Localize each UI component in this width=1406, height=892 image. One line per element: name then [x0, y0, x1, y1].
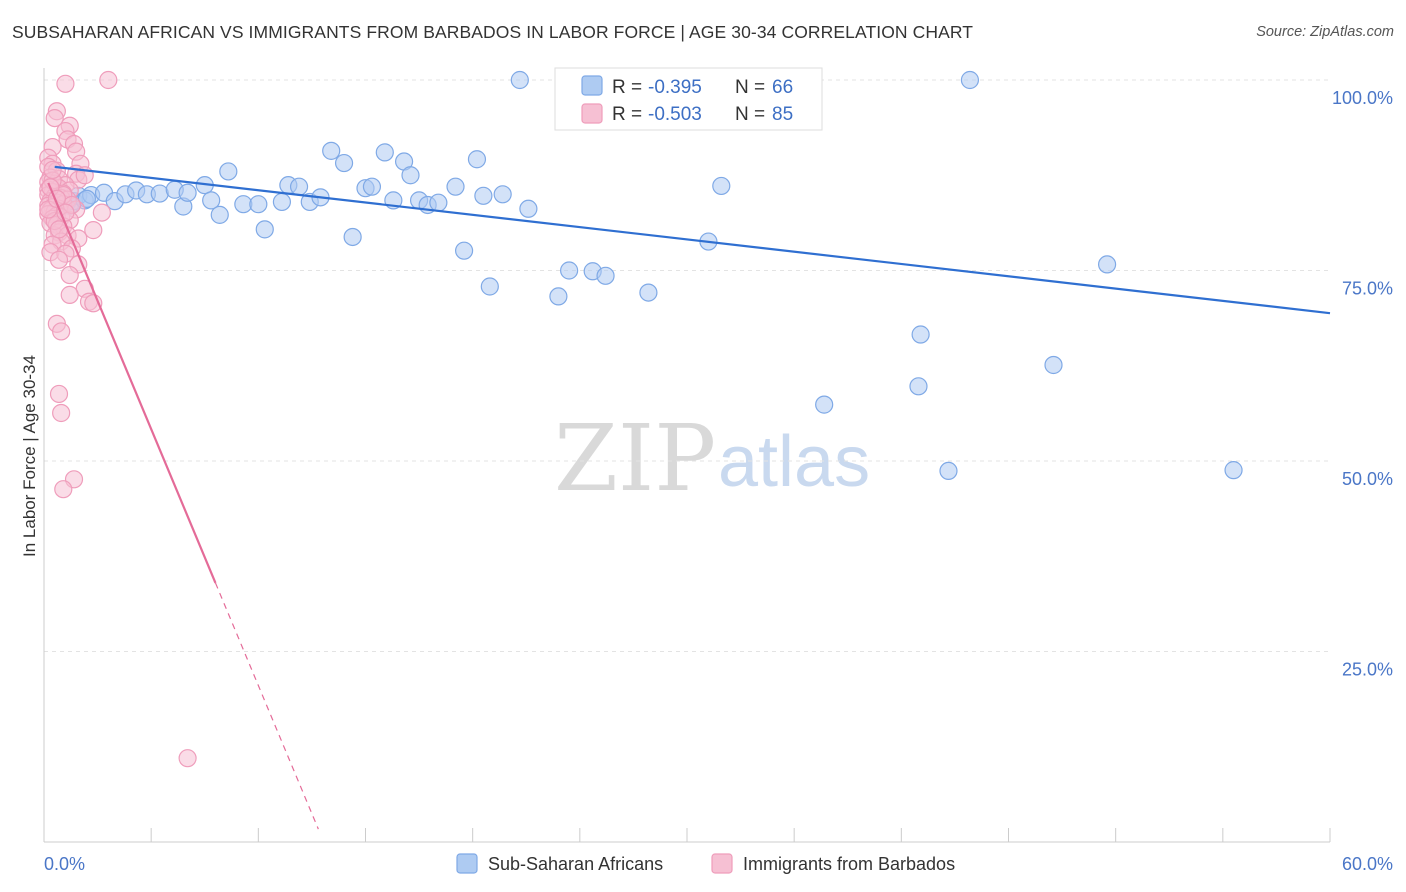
series-barbados-points	[39, 70, 197, 768]
subsaharan-point-30	[343, 227, 362, 247]
stats-legend: R = -0.395 N = 66 R = -0.503 N = 85	[554, 67, 823, 131]
gridlines	[44, 79, 1330, 652]
subsaharan-point-17	[202, 191, 221, 210]
legend-label-barbados: Immigrants from Barbados	[743, 854, 955, 874]
stats-r-value-blue: -0.395	[648, 77, 702, 98]
barbados-point-50	[84, 221, 103, 240]
subsaharan-point-36	[401, 166, 420, 185]
barbados-point-60	[49, 250, 69, 269]
subsaharan-point-39	[429, 193, 448, 212]
barbados-point-62	[60, 265, 79, 285]
barbados-point-84	[43, 160, 62, 180]
subsaharan-point-59	[911, 325, 930, 344]
barbados-point-0	[99, 70, 118, 90]
barbados-trend-line	[47, 182, 217, 584]
subsaharan-point-12	[150, 184, 169, 203]
barbados-point-69	[49, 384, 69, 404]
legend-label-subsaharan: Sub-Saharan Africans	[488, 854, 663, 874]
x-ticks	[150, 828, 1331, 842]
y-axis-title: In Labor Force | Age 30-34	[20, 355, 39, 557]
subsaharan-point-44	[480, 277, 499, 296]
subsaharan-point-61	[960, 70, 980, 90]
subsaharan-point-40	[446, 177, 465, 196]
subsaharan-point-21	[249, 195, 268, 214]
subsaharan-point-58	[909, 377, 928, 396]
subsaharan-point-55	[712, 176, 731, 196]
subsaharan-point-47	[519, 199, 538, 218]
subsaharan-point-18	[210, 205, 229, 224]
barbados-point-72	[54, 480, 73, 499]
subsaharan-point-25	[289, 177, 309, 196]
subsaharan-point-23	[272, 192, 292, 212]
subsaharan-point-53	[639, 283, 658, 302]
barbados-trend-extension	[214, 582, 319, 830]
barbados-point-70	[52, 403, 71, 423]
stats-swatch-pink	[581, 103, 603, 124]
data-points	[39, 70, 1243, 768]
x-tick-label-60: 60.0%	[1342, 854, 1393, 874]
subsaharan-point-49	[560, 261, 579, 280]
subsaharan-point-60	[939, 461, 958, 481]
subsaharan-point-51	[596, 266, 615, 285]
subsaharan-point-64	[1224, 461, 1243, 480]
subsaharan-point-29	[334, 153, 354, 173]
subsaharan-point-42	[467, 150, 487, 169]
barbados-point-64	[60, 285, 79, 304]
stats-n-label-blue: N =	[735, 77, 765, 98]
subsaharan-point-33	[375, 143, 394, 162]
stats-r-value-pink: -0.503	[648, 104, 702, 125]
barbados-point-1	[56, 74, 75, 93]
subsaharan-point-32	[362, 177, 382, 196]
x-tick-label-0: 0.0%	[44, 854, 85, 874]
stats-r-label-blue: R =	[612, 77, 642, 98]
watermark-atlas: atlas	[718, 422, 870, 502]
subsaharan-point-43	[474, 186, 493, 205]
stats-swatch-blue	[581, 75, 603, 96]
barbados-point-41	[92, 203, 111, 222]
legend-swatch-barbados	[711, 853, 733, 874]
watermark-zip: ZIP	[554, 405, 716, 512]
subsaharan-point-46	[510, 70, 529, 90]
y-tick-labels: 100.0% 75.0% 50.0% 25.0%	[1332, 88, 1393, 680]
trend-lines	[47, 165, 1331, 830]
y-tick-label-100: 100.0%	[1332, 88, 1393, 108]
source-label: Source: ZipAtlas.com	[1256, 24, 1394, 40]
subsaharan-point-28	[322, 141, 341, 160]
barbados-point-68	[52, 322, 71, 341]
subsaharan-point-15	[178, 183, 197, 202]
subsaharan-point-41	[454, 241, 474, 260]
subsaharan-point-57	[815, 395, 834, 414]
subsaharan-point-48	[549, 287, 568, 306]
subsaharan-point-22	[255, 220, 274, 239]
stats-r-label-pink: R =	[612, 104, 642, 125]
series-legend: Sub-Saharan Africans Immigrants from Bar…	[456, 853, 955, 874]
legend-swatch-subsaharan	[456, 853, 478, 874]
y-tick-label-50: 50.0%	[1342, 469, 1393, 489]
barbados-point-83	[56, 203, 75, 222]
x-tick-labels: 0.0% 60.0%	[44, 854, 1393, 874]
stats-n-label-pink: N =	[735, 104, 765, 125]
y-tick-label-25: 25.0%	[1342, 660, 1393, 680]
subsaharan-point-63	[1097, 255, 1117, 274]
subsaharan-point-62	[1044, 355, 1063, 375]
stats-n-value-pink: 85	[772, 104, 793, 125]
barbados-point-73	[178, 749, 197, 768]
y-tick-label-75: 75.0%	[1342, 279, 1393, 299]
subsaharan-point-19	[219, 162, 238, 181]
stats-n-value-blue: 66	[772, 77, 793, 98]
subsaharan-trend-line	[54, 165, 1331, 315]
chart-title: SUBSAHARAN AFRICAN VS IMMIGRANTS FROM BA…	[12, 22, 974, 42]
barbados-point-3	[45, 108, 64, 128]
subsaharan-point-45	[493, 185, 512, 204]
